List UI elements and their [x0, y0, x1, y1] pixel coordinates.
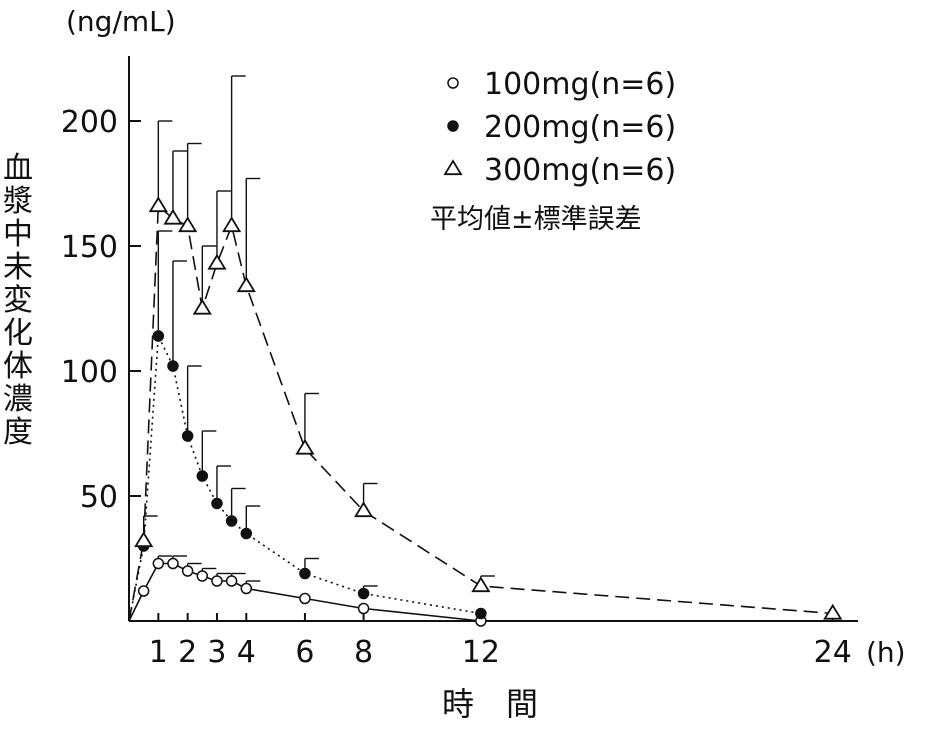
data-point	[353, 501, 374, 518]
data-point	[167, 557, 179, 570]
data-point	[236, 276, 256, 293]
data-point	[299, 592, 311, 605]
data-point	[196, 570, 209, 582]
y-axis-title-char: 体	[3, 349, 33, 384]
data-point	[181, 565, 194, 577]
y-axis-title-char: 化	[3, 316, 33, 351]
legend-marker	[447, 120, 459, 132]
data-point	[211, 497, 223, 510]
data-point	[152, 557, 165, 570]
x-tick-label: 24	[814, 635, 852, 670]
series-line	[128, 332, 482, 622]
data-point	[134, 531, 154, 548]
data-point	[225, 575, 238, 587]
data-point	[240, 527, 253, 540]
y-axis-title-char: 未	[3, 250, 33, 285]
data-point	[181, 430, 194, 442]
x-tick-label: 1	[149, 635, 168, 670]
y-axis-title-char: 中	[3, 217, 33, 252]
data-point	[222, 216, 242, 233]
data-point	[357, 602, 370, 615]
y-axis-title-char: 血	[3, 151, 33, 186]
data-point	[299, 567, 311, 580]
x-tick-label: 2	[178, 635, 197, 670]
x-axis-title: 時 間	[442, 685, 538, 723]
series-open-circle	[128, 555, 487, 627]
x-tick-label: 6	[295, 635, 314, 670]
data-point	[137, 585, 150, 597]
x-tick-label: 12	[462, 635, 500, 670]
data-point	[192, 298, 212, 315]
legend: 100mg(n=6) 200mg(n=6) 300mg(n=6)	[443, 67, 676, 188]
data-point	[823, 603, 843, 620]
y-tick-label: 50	[80, 480, 118, 515]
legend-label: 300mg(n=6)	[484, 153, 676, 188]
legend-marker	[443, 159, 463, 176]
y-axis-title-char: 度	[3, 415, 33, 450]
data-point	[471, 576, 491, 593]
y-axis-title-char: 漿	[3, 184, 33, 219]
data-point	[152, 330, 165, 342]
data-point	[207, 253, 227, 270]
data-point	[295, 438, 315, 455]
legend-label: 100mg(n=6)	[484, 67, 676, 102]
data-point	[211, 575, 223, 587]
y-tick-label: 200	[61, 105, 118, 140]
x-unit-label: (h)	[866, 636, 906, 669]
y-unit-label: (ng/mL)	[66, 5, 176, 38]
data-point	[240, 582, 253, 595]
data-point	[225, 515, 238, 527]
data-point	[163, 208, 183, 225]
data-point	[167, 360, 179, 372]
x-ticks: 1 2 3 4 6 8 12 24	[149, 613, 852, 670]
series-layer	[128, 75, 843, 627]
data-point	[148, 196, 168, 213]
data-point	[475, 607, 487, 620]
data-point	[178, 216, 198, 233]
x-tick-label: 8	[354, 635, 373, 670]
data-point	[196, 470, 209, 482]
series-open-triangle	[128, 75, 843, 622]
x-tick-label: 4	[237, 635, 256, 670]
series-line	[128, 204, 833, 622]
legend-label: 200mg(n=6)	[484, 110, 676, 145]
y-ticks: 50 100 150 200	[61, 105, 141, 515]
y-tick-label: 150	[61, 230, 118, 265]
y-axis-title-char: 変	[3, 283, 33, 318]
data-point	[357, 587, 370, 600]
y-tick-label: 100	[61, 355, 118, 390]
legend-note: 平均値±標準誤差	[430, 204, 642, 235]
legend-marker	[447, 77, 459, 89]
series-filled-circle	[128, 230, 487, 622]
x-tick-label: 3	[207, 635, 226, 670]
y-axis-title-char: 濃	[3, 382, 33, 417]
